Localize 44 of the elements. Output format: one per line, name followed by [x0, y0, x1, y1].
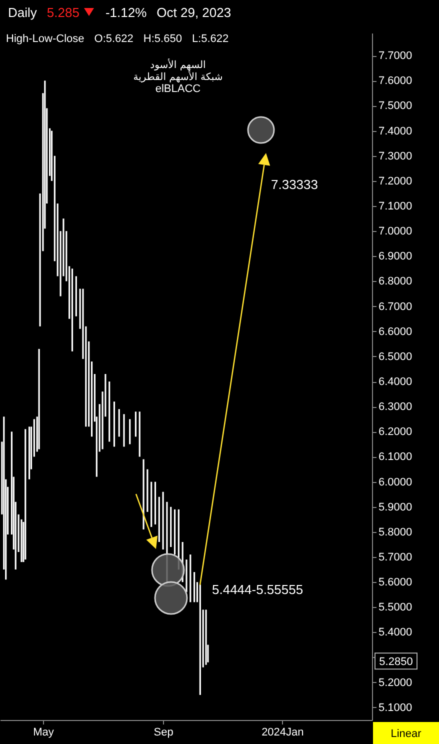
y-tick-label: 6.5000 — [378, 350, 412, 363]
y-tick-label: 6.7000 — [378, 300, 412, 313]
y-tick-label: 5.5000 — [378, 602, 412, 614]
x-tick-label: 2024Jan — [262, 726, 304, 738]
annotation: L:5.622 — [192, 33, 229, 45]
text: Daily — [8, 5, 37, 20]
annotation: شبكة الأسهم القطرية — [133, 70, 223, 83]
x-tick-label: Sep — [154, 726, 174, 738]
text: -1.12% — [105, 5, 147, 20]
y-tick-label: 6.4000 — [378, 376, 412, 388]
y-tick-label: 5.2000 — [378, 676, 412, 689]
x-tick-label: May — [33, 726, 54, 738]
text: 5.285 — [46, 5, 80, 20]
y-tick-label: 6.9000 — [378, 250, 412, 263]
annotation: H:5.650 — [143, 33, 182, 45]
y-tick-label: 7.5000 — [378, 100, 412, 112]
y-tick-label: 5.9000 — [378, 501, 412, 514]
y-tick-label: 5.6000 — [378, 576, 412, 589]
y-tick-label: 7.1000 — [378, 200, 412, 213]
y-tick-label: 7.6000 — [378, 75, 412, 88]
price-tag: 5.2850 — [374, 652, 418, 670]
annotation: elBLACC — [155, 83, 201, 95]
y-tick-label: 5.7000 — [378, 552, 412, 564]
y-tick-label: 7.0000 — [378, 226, 412, 238]
y-tick-label: 5.8000 — [378, 526, 412, 538]
annotation: O:5.622 — [94, 33, 134, 45]
annotation: High-Low-Close — [6, 33, 84, 45]
y-tick-label: 6.0000 — [378, 476, 412, 488]
y-tick-label: 5.4000 — [378, 626, 412, 639]
y-tick-label: 6.8000 — [378, 276, 412, 288]
y-tick-label: 7.3000 — [378, 150, 412, 162]
button: Linear — [373, 722, 439, 744]
y-tick-label: 7.4000 — [378, 125, 412, 138]
y-tick-label: 6.6000 — [378, 326, 412, 338]
annotation: 5.4444-5.55555 — [212, 582, 304, 597]
text: Oct 29, 2023 — [156, 5, 232, 20]
y-tick-label: 6.3000 — [378, 401, 412, 414]
annotation: 7.33333 — [271, 177, 318, 192]
annotation: السهم الأسود — [150, 58, 206, 71]
y-tick-label: 6.1000 — [378, 451, 412, 464]
y-tick-label: 6.2000 — [378, 426, 412, 438]
y-tick-label: 7.2000 — [378, 175, 412, 188]
y-tick-label: 7.7000 — [378, 50, 412, 62]
y-tick-label: 5.1000 — [378, 702, 412, 714]
